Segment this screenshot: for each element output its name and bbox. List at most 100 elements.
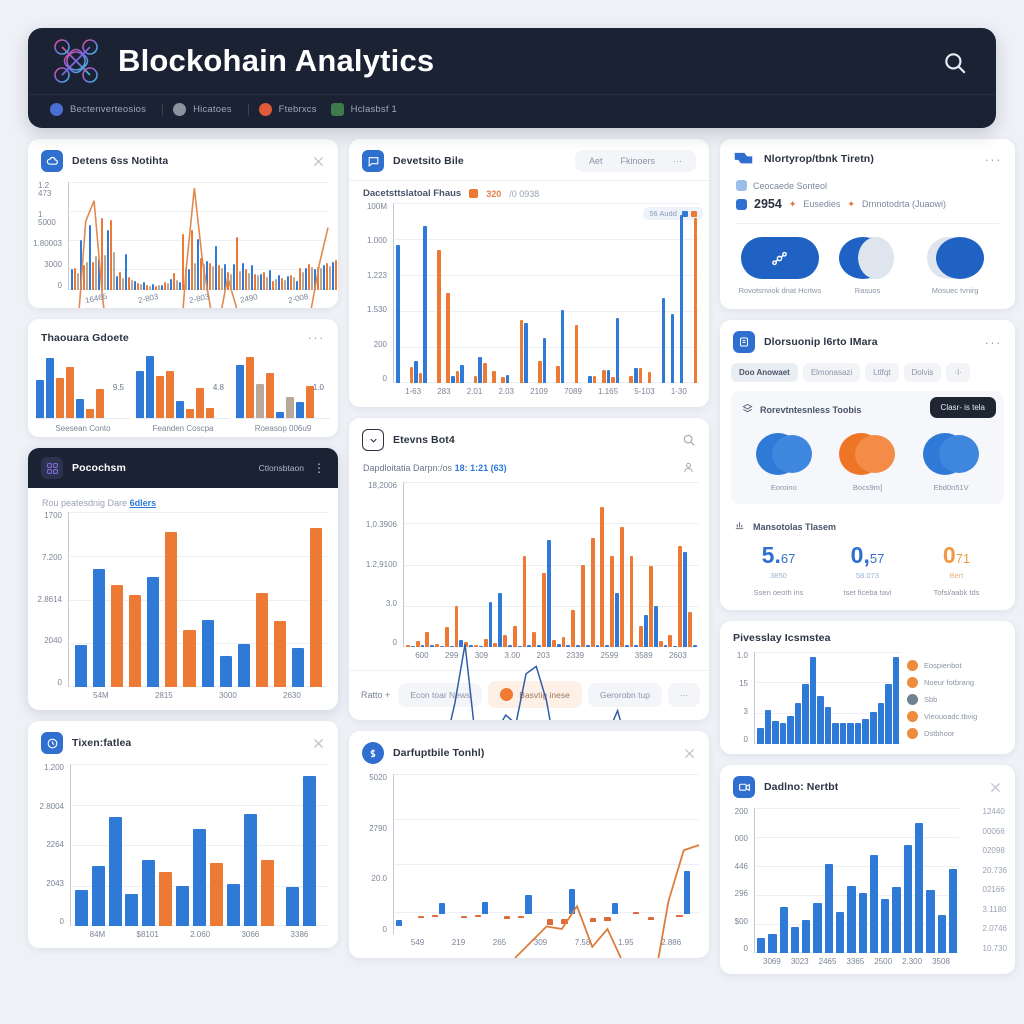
close-icon[interactable] bbox=[312, 737, 325, 750]
bar-orange bbox=[571, 609, 576, 647]
nav-item-2[interactable]: Ftebrxcs bbox=[258, 103, 331, 116]
subtext-link[interactable]: 6dlers bbox=[129, 498, 157, 508]
person-icon[interactable] bbox=[682, 461, 695, 474]
bar-orange bbox=[611, 377, 615, 383]
pill-option-more[interactable]: ··· bbox=[673, 156, 682, 166]
bar bbox=[854, 723, 862, 744]
venn-item-0[interactable]: Eoroino bbox=[752, 433, 816, 492]
donut-caption: Mosuec tvnirg bbox=[931, 286, 979, 295]
bar bbox=[255, 592, 268, 687]
bar bbox=[209, 862, 223, 926]
more-horizontal-icon[interactable]: ··· bbox=[984, 334, 1002, 350]
footer-pill-more[interactable]: ··· bbox=[667, 682, 701, 707]
bar bbox=[779, 723, 787, 744]
bar-series-tan bbox=[203, 264, 205, 290]
donut-item-1[interactable]: Rasuos bbox=[824, 237, 911, 295]
bar-orange bbox=[446, 293, 450, 383]
tab-more[interactable]: ·I· bbox=[946, 363, 970, 382]
venn-item-2[interactable]: Ebd0n51V bbox=[919, 433, 983, 492]
card-dev-title: Devetsito Bile Aet Fkinoers ··· Dacetstt… bbox=[349, 139, 709, 407]
bar-series-orange bbox=[92, 261, 94, 290]
bar-series-orange bbox=[182, 233, 184, 290]
y-tick: 1 5000 bbox=[38, 210, 56, 227]
bar-orange bbox=[638, 368, 643, 383]
footer-pill-0[interactable]: Econ toar News bbox=[398, 682, 483, 707]
bar-series-tan bbox=[77, 272, 79, 290]
tab-2[interactable]: Ltlfqt bbox=[865, 363, 899, 382]
bar-series-blue bbox=[116, 276, 118, 290]
tab-1[interactable]: Elmonasazi bbox=[802, 363, 861, 382]
footer-pill-2[interactable]: Gerorobn tup bbox=[587, 682, 662, 707]
more-vertical-icon[interactable]: ⋮ bbox=[313, 460, 325, 475]
tab-3[interactable]: Dolvis bbox=[903, 363, 942, 382]
panel-title: Rorevtntesnless Toobis bbox=[760, 405, 862, 415]
bar-blue bbox=[606, 369, 611, 383]
legend-label: Noeur fotbrang bbox=[924, 678, 975, 687]
bar-series-blue bbox=[98, 258, 100, 290]
network-tag-1: Eusedies bbox=[803, 199, 841, 209]
bar bbox=[142, 859, 156, 926]
x-axis: 1-63 283 2.01 2.03 2109 7089 1.165 5-103… bbox=[393, 383, 699, 396]
venn-item-1[interactable]: Bocs9m] bbox=[835, 433, 899, 492]
bar bbox=[757, 937, 766, 953]
metric-caption: Ssen oeoth ins bbox=[753, 588, 804, 597]
bar-series-orange bbox=[326, 263, 328, 290]
trend-factor-chart: 1.200 2.8004 2264 2043 0 bbox=[28, 762, 338, 948]
bar bbox=[147, 576, 160, 687]
y-tick-right: 3.1180 bbox=[982, 904, 1007, 914]
y-tick: 446 bbox=[734, 861, 748, 871]
bar bbox=[192, 828, 206, 926]
nav-item-1[interactable]: Hicatoes bbox=[173, 103, 246, 116]
bar-series-orange bbox=[308, 264, 310, 290]
card-title: Pocochsm bbox=[72, 462, 126, 474]
bar bbox=[926, 890, 935, 953]
bar bbox=[76, 398, 84, 418]
card-header: Pivesslay Icsmstea bbox=[720, 621, 1015, 652]
bar-orange bbox=[693, 217, 698, 383]
metrics-header: Mansotolas Tlasem bbox=[734, 518, 1001, 536]
donut-item-0[interactable]: Rovotsnviok dnat Hcrtws bbox=[736, 237, 823, 295]
bar-orange bbox=[460, 915, 467, 918]
y-tick: 000 bbox=[734, 834, 748, 844]
donut-caption: Rovotsnviok dnat Hcrtws bbox=[738, 286, 822, 295]
donut-item-2[interactable]: Mosuec tvnirg bbox=[912, 237, 999, 295]
bar-series-orange bbox=[290, 275, 292, 290]
more-horizontal-icon[interactable]: ··· bbox=[984, 151, 1002, 167]
bar-orange bbox=[604, 917, 611, 921]
bar bbox=[56, 377, 64, 418]
bar-series-orange bbox=[74, 267, 76, 290]
bar-blue bbox=[624, 645, 629, 647]
bar-orange bbox=[444, 627, 449, 647]
bar-orange bbox=[492, 370, 496, 383]
close-icon[interactable] bbox=[683, 747, 696, 760]
card-title: Tixen:fatlea bbox=[72, 737, 132, 749]
pill-option-1[interactable]: Fkinoers bbox=[620, 156, 655, 166]
bar-series-orange bbox=[254, 273, 256, 290]
bar-series bbox=[394, 203, 699, 383]
app-header: Blockohain Analytics Bectenverteosios Hi… bbox=[28, 28, 996, 128]
y-tick: 3.0 bbox=[385, 598, 397, 608]
bar bbox=[273, 621, 286, 687]
close-icon[interactable] bbox=[312, 155, 325, 168]
bar-blue bbox=[505, 375, 510, 383]
nav-item-3[interactable]: Hclasbsf 1 bbox=[330, 103, 411, 116]
search-icon[interactable] bbox=[942, 50, 968, 76]
bar-blue bbox=[605, 645, 610, 647]
bar-blue bbox=[396, 919, 403, 927]
bar-orange bbox=[551, 640, 556, 647]
more-horizontal-icon[interactable]: ··· bbox=[307, 330, 325, 345]
tab-0[interactable]: Doo Anowaet bbox=[731, 363, 798, 382]
nav-item-0[interactable]: Bectenverteosios bbox=[50, 103, 160, 116]
disruptible-total-chart: 5020 2790 20.0 0 549 bbox=[349, 772, 709, 958]
bar-blue bbox=[542, 338, 547, 383]
bar-orange bbox=[431, 915, 439, 917]
close-icon[interactable] bbox=[989, 781, 1002, 794]
group-label: Feanden Coscpa bbox=[152, 424, 214, 433]
pill-option-0[interactable]: Aet bbox=[588, 156, 603, 166]
search-icon[interactable] bbox=[682, 433, 696, 447]
network-tag-2: Drnnotodrta (Juaowi) bbox=[861, 199, 946, 209]
bar-series bbox=[404, 482, 699, 647]
card-header: Detens 6ss Notihta bbox=[28, 139, 338, 180]
bar-series-orange bbox=[245, 269, 247, 290]
legend-label: Eospienbot bbox=[924, 661, 962, 670]
